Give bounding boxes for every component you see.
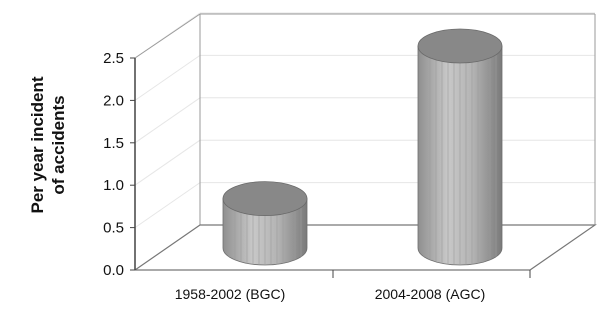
y-tick-label: 1.5 (103, 135, 124, 152)
bar-top (417, 28, 503, 64)
back-wall (135, 14, 595, 270)
gridline-side (134, 97, 201, 144)
y-tick-label: 2.5 (103, 50, 124, 67)
gridline-side (134, 54, 201, 101)
y-tick-label: 1.0 (103, 177, 124, 194)
y-axis-title: Per year incident of accidents (28, 76, 68, 213)
gridline-side (134, 139, 201, 186)
floor (134, 224, 597, 271)
bar-top (222, 181, 308, 217)
y-tick-label: 0.0 (103, 262, 124, 279)
bar (417, 28, 503, 266)
y-tick-label: 0.5 (103, 220, 124, 237)
gridline-side (134, 182, 201, 229)
y-ticks: 0.0 0.5 1.0 1.5 2.0 2.5 (103, 50, 135, 279)
bar (222, 181, 308, 266)
x-tick-label: 1958-2002 (BGC) (175, 286, 286, 302)
x-tick-label: 2004-2008 (AGC) (375, 286, 486, 302)
chart-frame: 0.0 0.5 1.0 1.5 2.0 2.5 (103, 12, 597, 279)
y-tick-label: 2.0 (103, 92, 124, 109)
bars (222, 28, 503, 266)
side-wall-top-edge (134, 13, 201, 59)
y-axis-title-line-1: Per year incident (28, 76, 47, 213)
y-axis-title-line-2: of accidents (49, 95, 68, 194)
